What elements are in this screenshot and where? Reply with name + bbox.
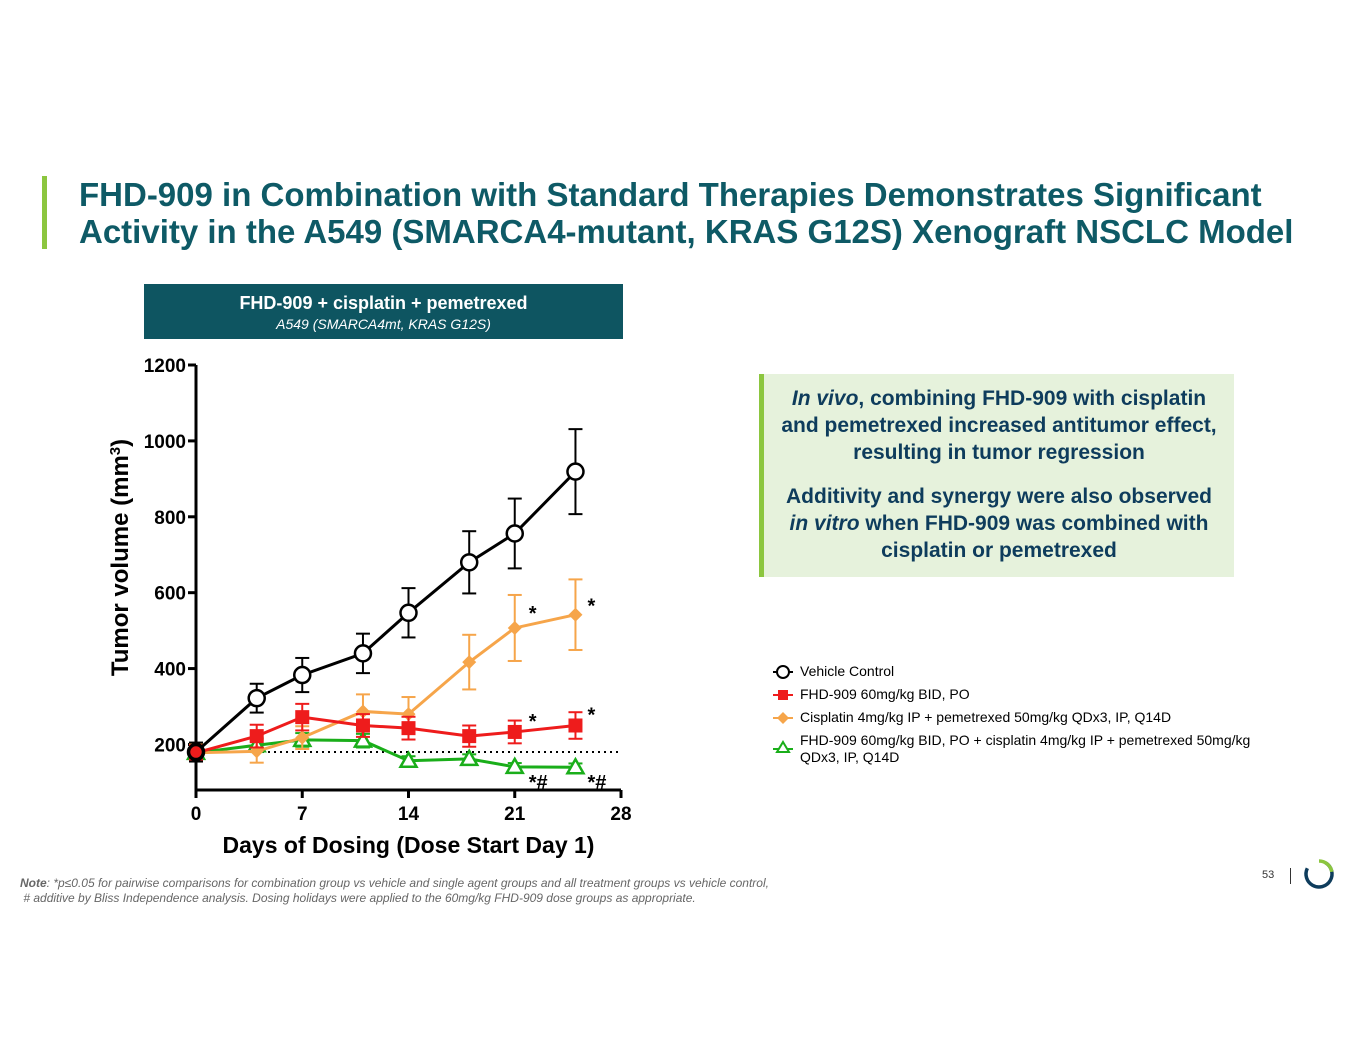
data-point-square (401, 721, 416, 736)
data-point-circle (566, 462, 585, 481)
significance-annotation: * (587, 704, 595, 726)
data-point-square (295, 710, 310, 725)
data-point-circle (505, 524, 524, 543)
legend-diamond-marker-icon (773, 712, 793, 724)
callout-paragraph-2: Additivity and synergy were also observe… (774, 483, 1224, 564)
footnote: Note: *p≤0.05 for pairwise comparisons f… (20, 876, 870, 906)
callout-p1-text: , combining FHD-909 with cisplatin and p… (781, 387, 1217, 464)
callout-in-vitro: in vitro (789, 512, 860, 535)
page-separator (1290, 868, 1291, 884)
chart-header-subtitle: A549 (SMARCA4mt, KRAS G12S) (276, 316, 491, 332)
data-point-square (355, 718, 370, 733)
callout-in-vivo: In vivo (791, 387, 859, 410)
significance-annotation: * (529, 711, 537, 733)
x-axis-label: Days of Dosing (Dose Start Day 1) (223, 832, 595, 858)
series-line (195, 715, 576, 755)
y-axis-label: Tumor volume (mm3) (107, 439, 135, 676)
x-tick-label: 14 (398, 804, 420, 825)
data-point-diamond (401, 707, 416, 722)
legend-item-fhd909: FHD-909 60mg/kg BID, PO (772, 686, 1252, 703)
data-point-triangle (459, 748, 480, 767)
data-point-circle (459, 553, 479, 572)
data-point-start (187, 743, 205, 761)
legend-label-cis-pem: Cisplatin 4mg/kg IP + pemetrexed 50mg/kg… (800, 709, 1172, 725)
y-tick-label: 800 (154, 508, 186, 529)
y-tick-label: 1200 (144, 356, 186, 377)
series-line (195, 738, 576, 769)
legend-square-marker-icon (773, 690, 793, 700)
data-point-triangle (352, 730, 374, 748)
data-point-triangle (565, 756, 586, 775)
series-line (195, 613, 576, 755)
chart-header-title: FHD-909 + cisplatin + pemetrexed (239, 293, 528, 313)
callout-box: In vivo, combining FHD-909 with cisplati… (759, 374, 1234, 577)
significance-annotation: *# (529, 772, 548, 794)
series-line (195, 470, 577, 754)
data-point-diamond (568, 607, 583, 622)
significance-annotation: * (587, 596, 595, 618)
data-point-circle (399, 603, 418, 623)
page-number: 53 (1262, 869, 1275, 881)
legend-item-vehicle: Vehicle Control (772, 663, 1252, 680)
callout-p2-text-b: when FHD-909 was combined with cisplatin… (859, 512, 1209, 562)
significance-annotation: *# (587, 772, 606, 794)
chart-header: FHD-909 + cisplatin + pemetrexed A549 (S… (144, 284, 623, 339)
footnote-label: Note (20, 876, 47, 890)
x-tick-label: 7 (297, 804, 308, 825)
y-tick-label: 200 (154, 735, 186, 756)
legend-label-fhd909: FHD-909 60mg/kg BID, PO (800, 686, 970, 702)
legend-triangle-marker-icon (773, 740, 793, 753)
callout-paragraph-1: In vivo, combining FHD-909 with cisplati… (774, 385, 1224, 466)
footnote-line2: # additive by Bliss Independence analysi… (23, 891, 696, 905)
chart-legend: Vehicle Control FHD-909 60mg/kg BID, PO … (772, 663, 1252, 772)
data-point-triangle (504, 756, 525, 775)
legend-circle-marker-icon (773, 665, 793, 679)
page-title-line1: FHD-909 in Combination with Standard The… (79, 176, 1262, 213)
data-point-square (568, 718, 583, 733)
significance-annotation: * (529, 603, 537, 625)
legend-item-cis-pem: Cisplatin 4mg/kg IP + pemetrexed 50mg/kg… (772, 709, 1252, 726)
y-tick-label: 600 (154, 584, 186, 605)
legend-label-combo: FHD-909 60mg/kg BID, PO + cisplatin 4mg/… (800, 732, 1251, 765)
data-point-square (507, 724, 522, 739)
data-point-diamond (507, 620, 522, 635)
company-logo-icon (1304, 859, 1334, 889)
footnote-line1: : *p≤0.05 for pairwise comparisons for c… (46, 876, 769, 890)
y-tick-label: 1000 (144, 432, 186, 453)
x-tick-label: 0 (191, 804, 202, 825)
legend-item-combo: FHD-909 60mg/kg BID, PO + cisplatin 4mg/… (772, 732, 1252, 766)
data-point-square (462, 729, 477, 744)
data-point-square (249, 729, 264, 744)
data-point-circle (353, 644, 373, 663)
data-point-circle (247, 688, 266, 708)
x-tick-label: 21 (504, 804, 526, 825)
page-title: FHD-909 in Combination with Standard The… (79, 176, 1349, 250)
tumor-volume-chart: 200 400 600 800 1000 1200 0 7 14 21 28 Days of Dosi… (107, 356, 632, 858)
data-point-circle (293, 665, 312, 685)
x-tick-label: 28 (610, 804, 631, 825)
y-tick-label: 400 (154, 660, 186, 681)
callout-p2-text-a: Additivity and synergy were also observe… (786, 485, 1212, 508)
data-point-triangle (398, 750, 419, 769)
title-accent-bar (42, 176, 47, 249)
legend-label-vehicle: Vehicle Control (800, 663, 895, 679)
data-point-diamond (462, 655, 477, 670)
page-title-line2: Activity in the A549 (SMARCA4-mutant, KR… (79, 213, 1294, 250)
data-point-diamond (295, 730, 310, 745)
data-point-diamond (355, 704, 370, 719)
